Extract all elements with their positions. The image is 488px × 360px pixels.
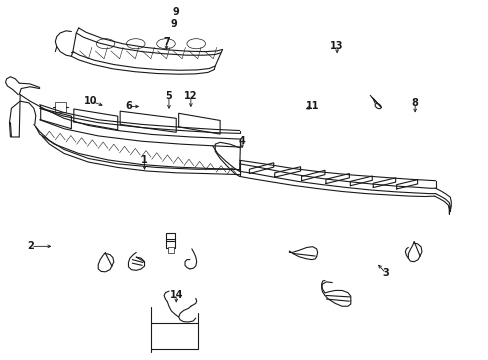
Text: 13: 13 (330, 41, 343, 50)
Ellipse shape (186, 39, 205, 49)
Text: 12: 12 (184, 91, 197, 101)
Text: 10: 10 (84, 96, 98, 106)
Text: 1: 1 (141, 155, 147, 165)
Text: 2: 2 (27, 241, 34, 251)
Ellipse shape (96, 39, 115, 49)
Bar (166, 233, 175, 248)
Text: 7: 7 (163, 37, 169, 47)
Text: 9: 9 (172, 7, 179, 17)
Bar (55, 102, 66, 112)
Text: 3: 3 (382, 268, 388, 278)
Text: 6: 6 (125, 102, 132, 112)
Text: 14: 14 (169, 290, 183, 300)
Bar (151, 323, 197, 349)
Text: 11: 11 (305, 102, 319, 112)
Text: 9: 9 (171, 19, 177, 29)
Bar (167, 247, 173, 253)
Ellipse shape (157, 39, 175, 49)
Text: 8: 8 (411, 98, 418, 108)
Text: 5: 5 (165, 91, 172, 101)
Ellipse shape (374, 104, 380, 109)
Ellipse shape (126, 39, 145, 49)
Text: 4: 4 (238, 136, 245, 145)
